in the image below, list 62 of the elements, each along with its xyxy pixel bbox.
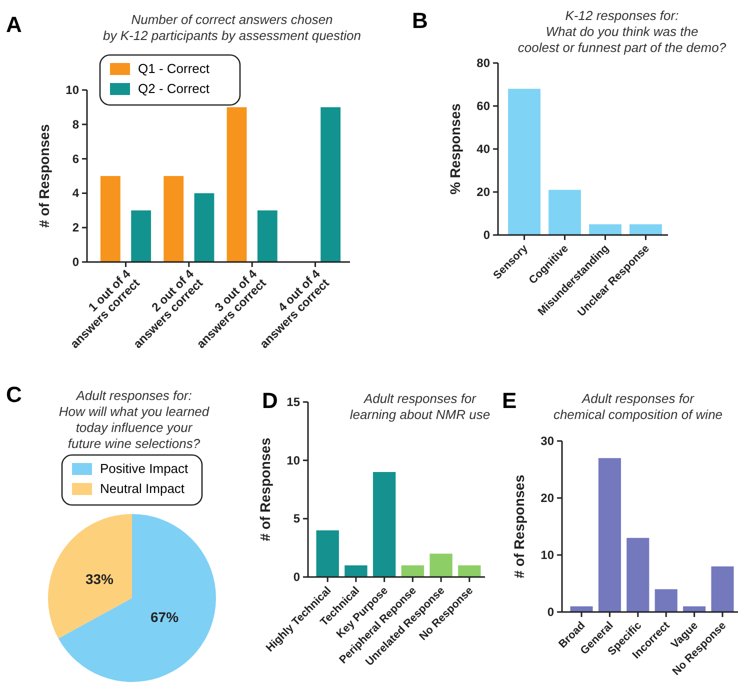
pie-slice: [58, 514, 216, 682]
y-tick-label: 0: [547, 605, 554, 619]
y-axis-title: # of Responses: [511, 474, 527, 578]
text: D: [262, 388, 278, 413]
legend-label: Positive Impact: [100, 461, 189, 476]
chart-title: Number of correct answers chosen by K-12 participants by assessment question: [103, 12, 361, 43]
pie-slice: [48, 514, 132, 638]
bar: [257, 210, 278, 262]
y-tick-label: 15: [286, 395, 300, 409]
y-tick-label: 10: [66, 83, 80, 97]
chart-title: Adult responses for chemical composition of wine: [553, 391, 723, 422]
y-tick-label: 80: [476, 56, 490, 70]
y-tick-label: 5: [293, 512, 300, 526]
y-tick-label: 20: [540, 491, 554, 505]
bar: [626, 538, 650, 612]
bar: [194, 193, 214, 262]
bar: [630, 224, 662, 235]
text: E: [502, 388, 517, 413]
bar: [131, 210, 152, 262]
chart-title: Adult responses for learning about NMR use: [350, 391, 490, 422]
bar: [344, 565, 368, 577]
y-tick-label: 40: [476, 142, 490, 156]
chart-title: K-12 responses for: What do you think was the coolest or funnest part of the demo?: [518, 8, 727, 55]
y-tick-label: 8: [72, 117, 80, 132]
data-label: 33%: [85, 570, 114, 587]
bar: [458, 565, 481, 577]
bar: [598, 458, 621, 612]
data-label: 67%: [150, 609, 180, 626]
legend-label: Q2 - Correct: [138, 81, 210, 96]
y-axis-title: # of Responses: [257, 438, 273, 542]
y-tick-label: 10: [286, 453, 300, 468]
y-tick-label: 0: [293, 570, 300, 584]
legend-label: Q1 - Correct: [138, 61, 210, 76]
y-axis-title: # of Responses: [36, 124, 52, 228]
legend-label: Neutral Impact: [100, 481, 185, 496]
y-tick-label: 0: [483, 228, 490, 242]
text: C: [6, 382, 22, 407]
bar: [401, 565, 424, 577]
bar: [164, 176, 184, 262]
bar: [654, 589, 678, 612]
y-tick-label: 20: [476, 185, 490, 199]
bar: [508, 88, 540, 235]
bar: [372, 472, 396, 577]
y-tick-label: 6: [72, 152, 80, 166]
text: B: [412, 8, 428, 33]
bar: [320, 107, 341, 262]
y-tick-label: 0: [72, 255, 80, 269]
bar: [226, 107, 247, 262]
bar: [711, 566, 734, 612]
bar: [548, 190, 581, 235]
bar: [589, 224, 622, 235]
y-axis-title: % Responses: [447, 103, 463, 195]
chart-title: Adult responses for: How will what you learned today influence your future wine selections?: [58, 388, 210, 451]
bar: [430, 554, 452, 577]
y-tick-label: 2: [72, 220, 80, 235]
bar: [316, 530, 339, 577]
y-tick-label: 30: [540, 434, 554, 448]
bar: [100, 176, 120, 262]
y-tick-label: 60: [476, 99, 490, 113]
y-tick-label: 4: [72, 186, 80, 200]
y-tick-label: 10: [540, 548, 554, 562]
text: A: [6, 12, 22, 37]
